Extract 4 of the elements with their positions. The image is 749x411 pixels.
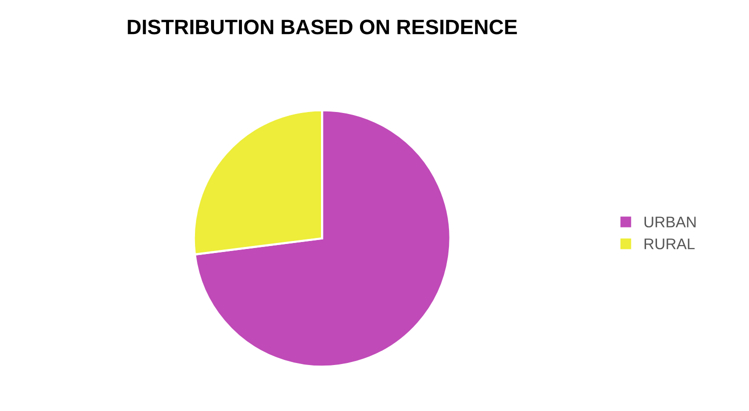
chart-title: DISTRIBUTION BASED ON RESIDENCE (128, 20, 517, 34)
legend-label: URBAN (644, 216, 696, 228)
legend-label: RURAL (644, 238, 695, 250)
pie-slice (194, 109, 452, 368)
